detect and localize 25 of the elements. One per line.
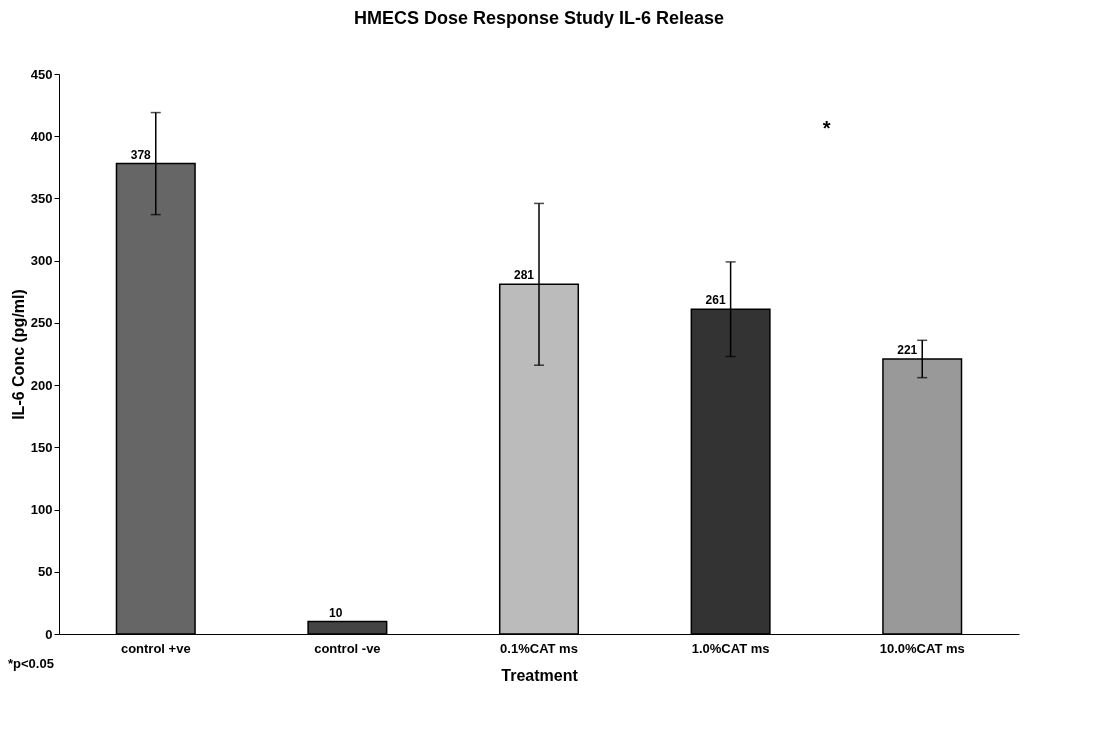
y-tick-label: 250 bbox=[30, 315, 53, 331]
x-axis-title: Treatment bbox=[501, 666, 579, 684]
y-tick-label: 200 bbox=[30, 377, 53, 393]
x-tick-label: control -ve bbox=[314, 640, 381, 656]
data-label: 221 bbox=[897, 342, 918, 357]
data-label: 281 bbox=[513, 268, 535, 283]
y-axis-title: IL-6 Conc (pg/ml) bbox=[9, 289, 27, 420]
y-tick-label: 300 bbox=[30, 253, 53, 269]
y-tick-label: 150 bbox=[30, 439, 53, 455]
annotation: * bbox=[822, 116, 831, 139]
x-tick-label: 1.0%CAT ms bbox=[691, 640, 770, 656]
y-tick-label: 100 bbox=[30, 502, 53, 518]
x-tick-label: 0.1%CAT ms bbox=[500, 640, 578, 656]
chart-title: HMECS Dose Response Study IL-6 Release bbox=[353, 8, 725, 28]
text: *p<0.05 bbox=[8, 656, 54, 671]
y-tick-label: 400 bbox=[30, 128, 53, 144]
y-tick-label: 350 bbox=[30, 190, 53, 206]
data-label: 378 bbox=[130, 147, 152, 162]
y-tick-label: 50 bbox=[38, 564, 53, 580]
data-label: 10 bbox=[329, 605, 343, 620]
y-tick-label: 0 bbox=[45, 626, 53, 642]
data-label: 261 bbox=[705, 293, 726, 308]
x-tick-label: 10.0%CAT ms bbox=[879, 640, 965, 656]
x-tick-label: control +ve bbox=[120, 640, 191, 656]
y-tick-label: 450 bbox=[30, 66, 53, 82]
